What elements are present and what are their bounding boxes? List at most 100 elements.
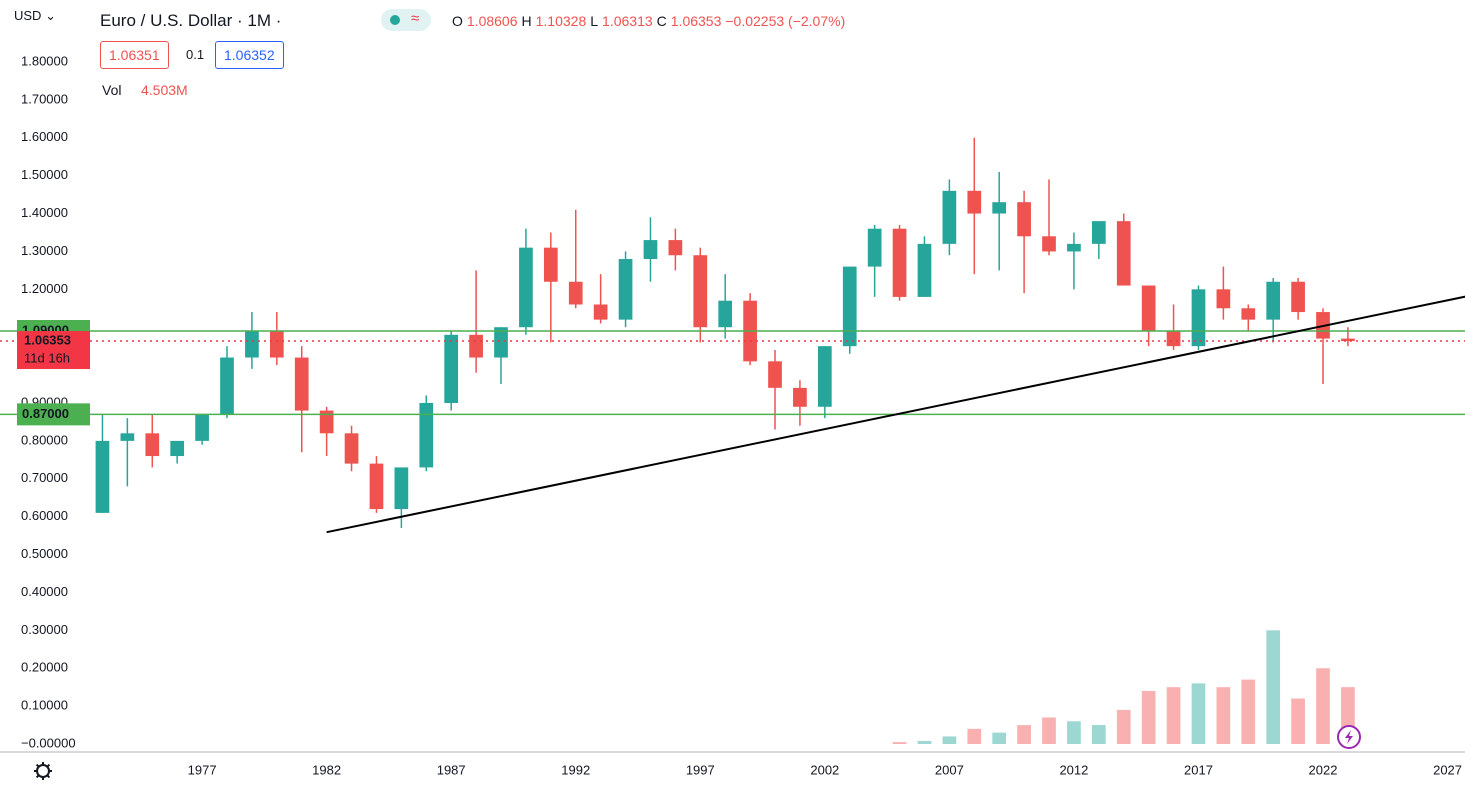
candle-body bbox=[942, 190, 957, 244]
settings-icon[interactable] bbox=[34, 762, 52, 780]
candle-body bbox=[95, 440, 110, 513]
y-tick-label: 1.40000 bbox=[21, 205, 68, 220]
candle-body bbox=[394, 467, 409, 510]
volume-bar bbox=[1091, 725, 1106, 744]
x-tick-label: 2017 bbox=[1184, 762, 1213, 777]
candle-body bbox=[693, 255, 708, 328]
candle-body bbox=[120, 433, 135, 441]
y-tick-label: 0.80000 bbox=[21, 432, 68, 447]
bid[interactable]: 1.06351 bbox=[100, 41, 169, 69]
y-tick-label: 1.80000 bbox=[21, 53, 68, 68]
vol-value: 4.503M bbox=[141, 82, 188, 98]
currency[interactable]: USD ⌄ bbox=[14, 8, 56, 23]
candle-body bbox=[294, 357, 309, 411]
volume-bar bbox=[1191, 683, 1206, 744]
y-tick-label: 1.30000 bbox=[21, 243, 68, 258]
candle-body bbox=[269, 331, 284, 358]
status-pill[interactable]: ≈ bbox=[381, 9, 431, 31]
volume-bar bbox=[992, 732, 1007, 744]
ask[interactable]: 1.06352 bbox=[215, 41, 284, 69]
candle-body bbox=[1067, 243, 1081, 252]
x-tick-label: 1997 bbox=[686, 762, 715, 777]
x-tick-label: 1977 bbox=[188, 762, 217, 777]
spread: 0.1 bbox=[186, 47, 205, 62]
volume-bar bbox=[1316, 668, 1330, 744]
volume-bar bbox=[967, 728, 982, 744]
y-tick-label: −0.00000 bbox=[21, 735, 76, 750]
ohlc-key: O bbox=[452, 13, 463, 29]
candle-body bbox=[1042, 236, 1056, 252]
y-tick-label: 0.20000 bbox=[21, 660, 68, 675]
volume-bar bbox=[1141, 690, 1156, 744]
candle-body bbox=[344, 433, 359, 464]
candle-body bbox=[1191, 289, 1206, 347]
candle-body bbox=[1341, 338, 1355, 342]
candle-body bbox=[793, 387, 807, 407]
candle-body bbox=[319, 410, 334, 434]
ohlc-key: L bbox=[590, 13, 599, 29]
volume-bar bbox=[917, 740, 932, 744]
volume-bar bbox=[942, 736, 957, 744]
candle-body bbox=[1166, 331, 1181, 347]
x-tick-label: 2027 bbox=[1433, 762, 1462, 777]
y-tick-label: 0.50000 bbox=[21, 546, 68, 561]
ohlc-value: 1.06313 bbox=[602, 13, 653, 29]
x-tick-label: 2022 bbox=[1309, 762, 1338, 777]
candle-body bbox=[917, 243, 932, 297]
y-tick-label: 0.70000 bbox=[21, 470, 68, 485]
ohlc: O 1.08606 H 1.10328 L 1.06313 C 1.06353 −0.02253… bbox=[452, 13, 849, 29]
y-tick-label: 0.40000 bbox=[21, 584, 68, 599]
volume-bar bbox=[1241, 679, 1256, 744]
ohlc-key: H bbox=[521, 13, 532, 29]
candle-body bbox=[1091, 221, 1106, 244]
candle-body bbox=[145, 433, 160, 457]
lightning-icon[interactable] bbox=[1337, 725, 1361, 749]
candle-body bbox=[419, 403, 434, 468]
status-icon: ≈ bbox=[411, 10, 420, 27]
y-tick-label: 1.70000 bbox=[21, 91, 68, 106]
candle-body bbox=[543, 247, 558, 282]
x-tick-label: 2002 bbox=[810, 762, 839, 777]
candle-body bbox=[245, 331, 259, 358]
candle-body bbox=[220, 357, 234, 415]
ohlc-value: 1.06353 bbox=[670, 13, 722, 29]
currency-label: USD bbox=[14, 8, 42, 23]
candle-body bbox=[892, 228, 907, 297]
volume-bar bbox=[1116, 709, 1131, 744]
price-tag bbox=[17, 403, 90, 426]
x-tick-label: 2012 bbox=[1059, 762, 1088, 777]
x-tick-label: 1987 bbox=[437, 762, 466, 777]
candle-body bbox=[444, 334, 459, 403]
candle-body bbox=[668, 240, 683, 256]
volume-bar bbox=[892, 742, 907, 744]
volume-bar bbox=[1266, 630, 1281, 744]
volume-bar bbox=[1067, 721, 1081, 744]
candle-body bbox=[469, 334, 483, 358]
last-price-tag bbox=[17, 331, 90, 370]
candle-body bbox=[1241, 308, 1256, 320]
candle-body bbox=[568, 281, 583, 305]
y-tick-label: 0.30000 bbox=[21, 622, 68, 637]
candle-body bbox=[369, 463, 384, 510]
volume-bar bbox=[1017, 725, 1031, 744]
symbol: Euro / U.S. Dollar · 1M · bbox=[100, 11, 282, 30]
trendline bbox=[326, 295, 1465, 534]
candle-body bbox=[519, 247, 533, 328]
vol-label: Vol bbox=[102, 82, 122, 98]
candle-body bbox=[817, 346, 832, 407]
candle-body bbox=[195, 414, 209, 441]
candle-body bbox=[494, 327, 508, 358]
candle-body bbox=[1116, 221, 1131, 286]
change: −0.02253 (−2.07%) bbox=[725, 13, 846, 29]
candle-body bbox=[1291, 281, 1305, 313]
candle-body bbox=[618, 259, 633, 320]
volume-bar bbox=[1042, 717, 1056, 744]
ohlc-value: 1.10328 bbox=[535, 13, 587, 29]
x-tick-label: 2007 bbox=[935, 762, 964, 777]
candle-body bbox=[1266, 281, 1281, 320]
y-tick-label: 0.60000 bbox=[21, 508, 68, 523]
candle-body bbox=[643, 240, 658, 260]
candle-body bbox=[170, 440, 185, 457]
